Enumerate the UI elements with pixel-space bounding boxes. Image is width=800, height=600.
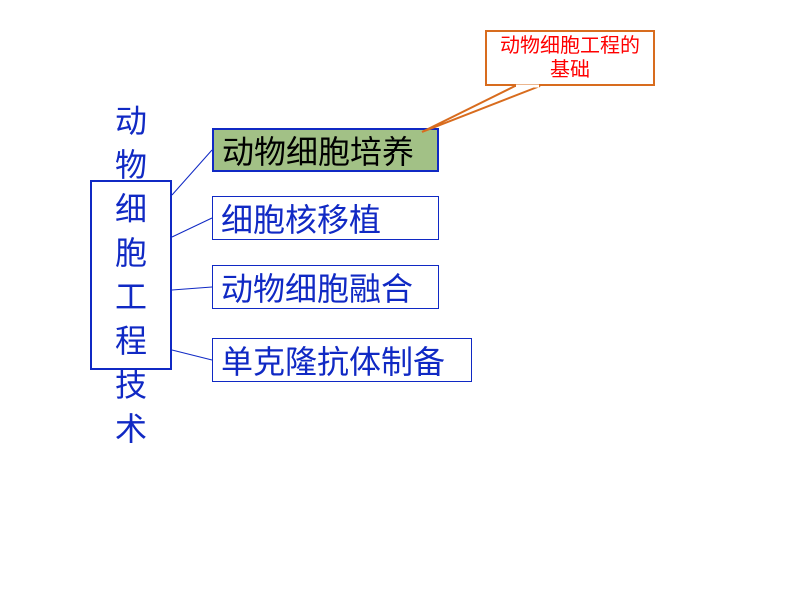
- conn-line-1: [172, 218, 212, 237]
- conn-line-2: [172, 287, 212, 290]
- callout-pointer: [422, 86, 540, 132]
- root-line-0: 动物: [100, 99, 162, 187]
- child-label-1: 细胞核移植: [221, 195, 381, 241]
- child-label-0: 动物细胞培养: [222, 127, 414, 173]
- root-line-2: 工程: [100, 275, 162, 363]
- child-node-0: 动物细胞培养: [212, 128, 439, 172]
- callout-line-1: 动物细胞工程的: [500, 34, 640, 58]
- child-node-3: 单克隆抗体制备: [212, 338, 472, 382]
- conn-line-0: [172, 150, 212, 195]
- callout-line-2: 基础: [550, 58, 590, 82]
- callout-box: 动物细胞工程的 基础: [485, 30, 655, 86]
- child-node-1: 细胞核移植: [212, 196, 439, 240]
- root-node: 动物 细胞 工程 技术: [90, 180, 172, 370]
- conn-line-3: [172, 350, 212, 360]
- child-label-3: 单克隆抗体制备: [221, 337, 445, 383]
- root-line-3: 技术: [100, 363, 162, 451]
- child-node-2: 动物细胞融合: [212, 265, 439, 309]
- root-line-1: 细胞: [100, 187, 162, 275]
- child-label-2: 动物细胞融合: [221, 264, 413, 310]
